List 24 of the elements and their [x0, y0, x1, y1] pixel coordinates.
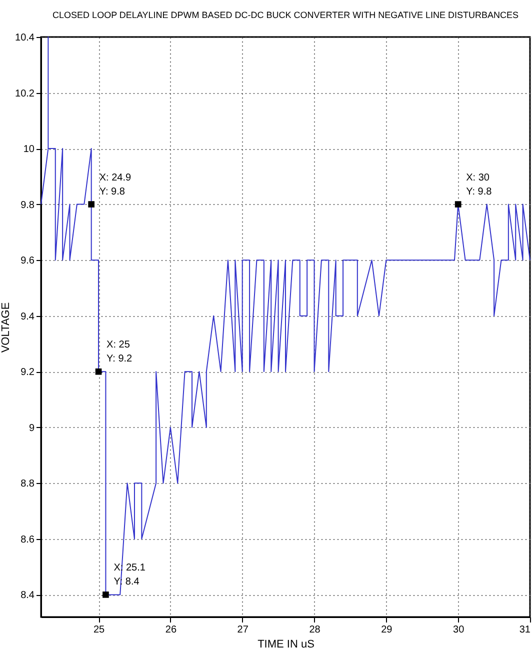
- x-axis-title: TIME IN uS: [258, 638, 314, 650]
- y-tick-label: 10.4: [15, 32, 35, 44]
- y-tick-label: 9.6: [20, 256, 35, 267]
- x-tick-label: 27: [237, 624, 249, 636]
- x-tick-label: 28: [309, 624, 321, 636]
- annotation: X: 24.9 Y: 9.8: [99, 172, 132, 198]
- chart-title: CLOSED LOOP DELAYLINE DPWM BASED DC-DC BUCK CONVERTER WITH NEGATIVE LINE DISTURBANCES: [52, 10, 518, 20]
- y-tick-label: 9.2: [20, 367, 35, 378]
- x-tick-label: 30: [453, 624, 465, 636]
- x-tick-label: 26: [165, 624, 177, 636]
- y-tick-label: 8.8: [20, 478, 35, 490]
- y-tick-label: 8.4: [20, 590, 35, 602]
- x-tick-label: 29: [381, 624, 393, 636]
- annotation: X: 30 Y: 9.8: [466, 172, 492, 198]
- x-tick-label: 31: [519, 624, 531, 636]
- y-axis-title: VOLTAGE: [0, 302, 12, 353]
- annotation: X: 25 Y: 9.2: [106, 340, 133, 365]
- y-tick-label: 9.4: [20, 311, 35, 322]
- y-tick-label: 9: [28, 422, 35, 434]
- y-tick-label: 9.8: [20, 200, 35, 211]
- y-tick-label: 8.6: [20, 534, 35, 546]
- y-tick-label: 10.2: [15, 88, 35, 100]
- y-tick-label: 10: [23, 144, 35, 156]
- x-tick-label: 25: [93, 624, 106, 636]
